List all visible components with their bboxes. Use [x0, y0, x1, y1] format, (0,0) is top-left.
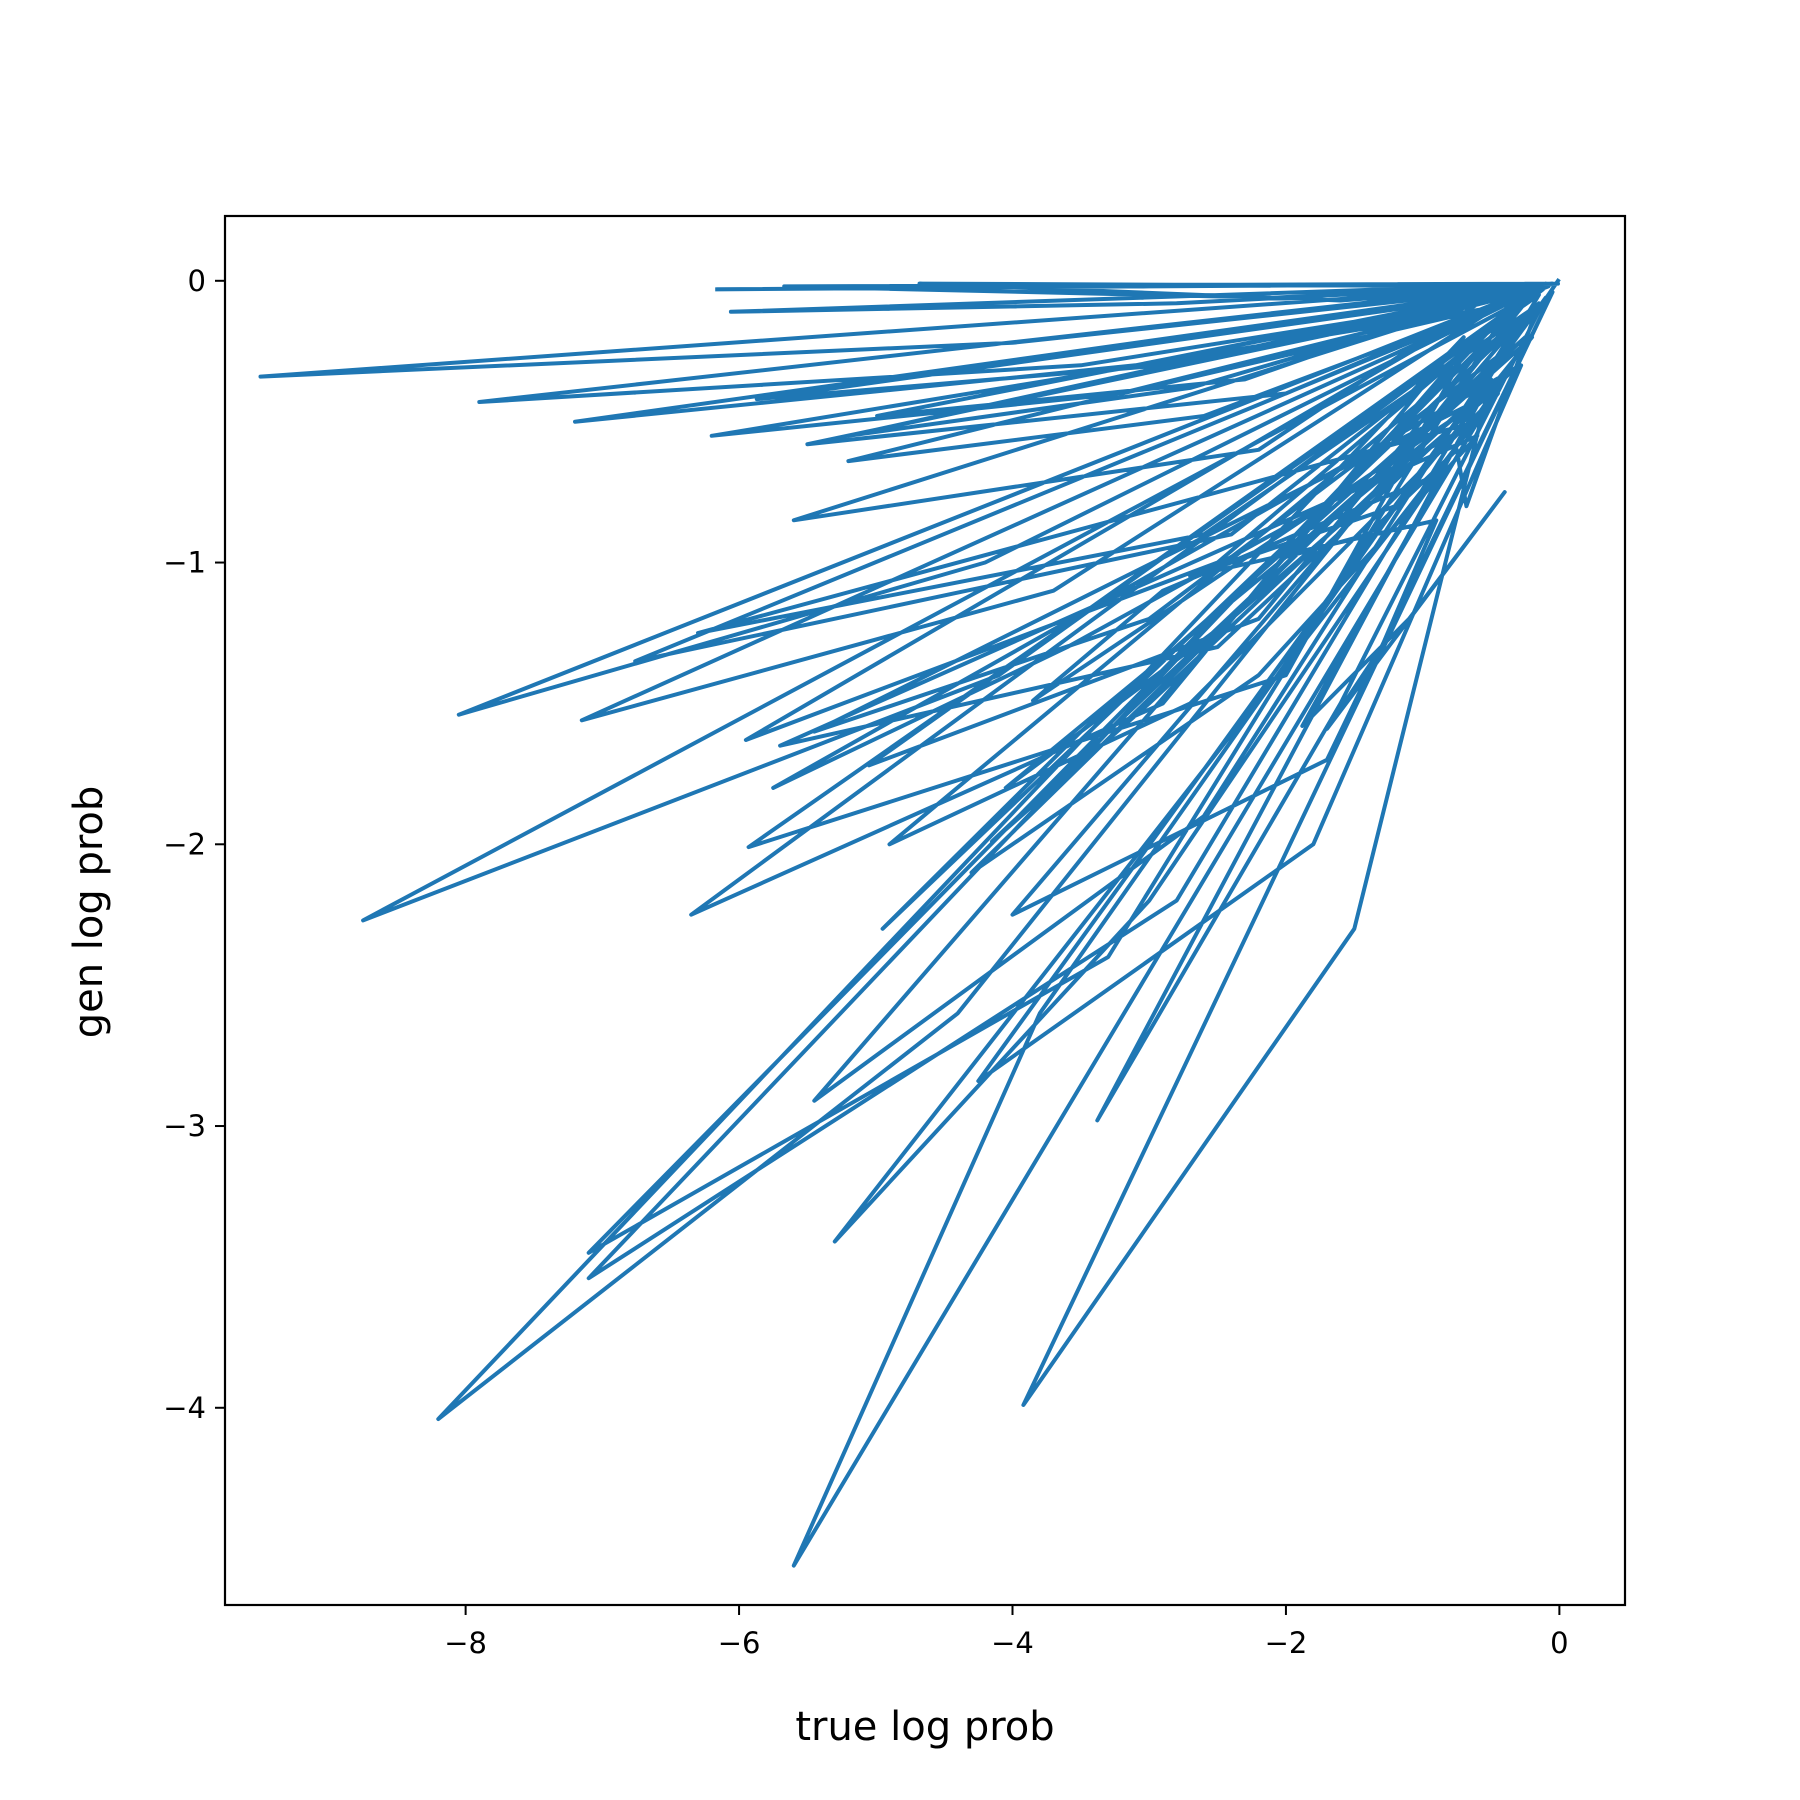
x-tick-label: −4 — [991, 1626, 1034, 1660]
x-axis-label: true log prob — [795, 1704, 1054, 1750]
axes-frame — [223, 214, 1627, 1607]
y-tick-label: −2 — [163, 827, 206, 861]
y-axis-label: gen log prob — [66, 786, 112, 1039]
series-layer — [258, 278, 1561, 1568]
x-tick-label: 0 — [1550, 1626, 1568, 1660]
y-tick-label: −3 — [163, 1109, 206, 1143]
x-tick-label: −6 — [718, 1626, 761, 1660]
series-line-0 — [258, 278, 1561, 1568]
x-tick-label: −8 — [444, 1626, 487, 1660]
x-tick-label: −2 — [1265, 1626, 1308, 1660]
y-tick-label: 0 — [188, 264, 206, 298]
ticks-layer: −8 −6 −4 −2 0 0 −1 −2 −3 −4 — [163, 264, 1568, 1660]
y-tick-label: −1 — [163, 546, 206, 580]
y-tick-label: −4 — [163, 1391, 206, 1425]
